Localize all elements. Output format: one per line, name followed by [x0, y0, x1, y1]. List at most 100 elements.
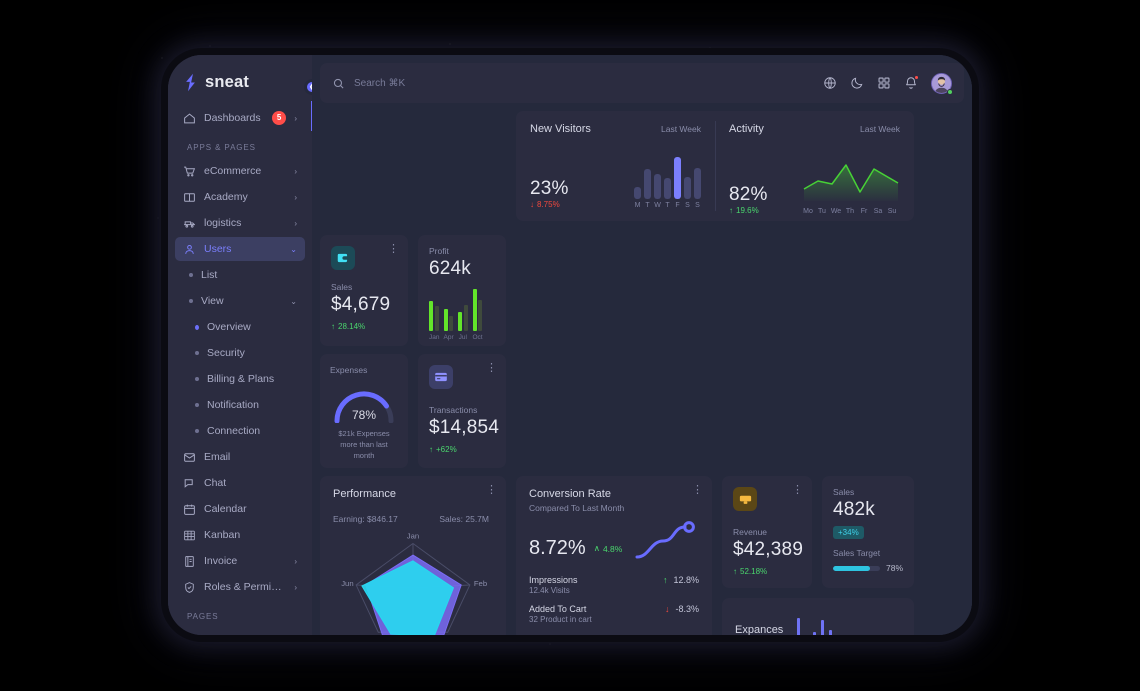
metric-trend: ↑ 28.14% [331, 322, 397, 331]
bullet-icon [195, 377, 199, 381]
expenses-radial-gauge: 78% [330, 383, 398, 423]
chevron-right-icon: › [294, 113, 297, 123]
card-title: Conversion Rate [529, 488, 611, 500]
sidebar-item-logistics[interactable]: logistics › [175, 211, 305, 235]
divider [715, 121, 716, 211]
sidebar-item-users[interactable]: Users ⌄ [175, 237, 305, 261]
megaphone-icon [733, 487, 757, 511]
main-area: Search ⌘K [312, 55, 972, 635]
more-options-icon[interactable]: ⋮ [692, 484, 703, 496]
bell-icon[interactable] [904, 75, 919, 90]
metric-trend: ∧ 4.8% [594, 543, 623, 554]
sidebar-subitem-overview[interactable]: Overview [175, 315, 305, 339]
card-title: New Visitors [530, 123, 591, 135]
sidebar-subitem-view[interactable]: View ⌄ [175, 289, 305, 313]
metric-value: $4,679 [331, 294, 391, 315]
row-label: Added To Cart [529, 604, 587, 614]
chevron-left-icon: ❮ [309, 83, 312, 91]
sidebar-subitem-label: Billing & Plans [207, 373, 275, 385]
more-options-icon[interactable]: ⋮ [388, 243, 399, 255]
revenue-card: ⋮ Revenue $42,389 ↑ 52.18% [722, 476, 812, 588]
trend-value: 28.14% [338, 322, 366, 331]
sidebar-section-pages: PAGES [187, 612, 219, 621]
activity-panel: Activity Last Week 82% ↑ 19.6% [715, 111, 914, 221]
apps-grid-icon[interactable] [877, 76, 891, 90]
more-options-icon[interactable]: ⋮ [792, 484, 803, 496]
x-tick: Th [845, 208, 855, 215]
metric-value: 624k [429, 258, 472, 279]
expenses-note-line1: $21k Expenses [338, 429, 390, 438]
conversion-row-impressions: Impressions 12.4k Visits ↑ 12.8% [529, 575, 699, 595]
moon-icon[interactable] [850, 76, 864, 90]
sales-target-card: Sales 482k +34% Sales Target 78% [822, 476, 914, 588]
chevron-right-icon: › [294, 166, 297, 176]
more-options-icon[interactable]: ⋮ [486, 362, 497, 374]
card-label: Sales [331, 282, 353, 292]
sidebar-item-invoice[interactable]: Invoice › [175, 549, 305, 573]
sidebar-item-label: Calendar [204, 503, 247, 515]
sidebar-subitem-list[interactable]: List [175, 263, 305, 287]
calendar-icon [183, 503, 196, 516]
sidebar-item-chat[interactable]: Chat [175, 471, 305, 495]
expances-card: Expances [722, 598, 914, 635]
metric-value: 82% [729, 184, 768, 205]
sidebar-item-kanban[interactable]: Kanban [175, 523, 305, 547]
home-icon [183, 112, 196, 125]
card-label: Profit [429, 246, 449, 256]
sidebar-collapse-button[interactable]: ❮ [304, 79, 312, 95]
sidebar-subitem-connection[interactable]: Connection [175, 419, 305, 443]
brand-logo[interactable]: sneat [168, 55, 312, 98]
sales-card: ⋮ Sales $4,679 ↑ 28.14% [320, 235, 408, 346]
sidebar-subitem-label: View [201, 295, 224, 307]
new-visitors-panel: New Visitors Last Week 23% ↓ 8.75% [516, 111, 715, 221]
sidebar-item-label: Invoice [204, 555, 238, 567]
x-tick: Mo [803, 208, 813, 215]
x-tick: S [695, 202, 700, 209]
arrow-up-icon: ↑ [429, 445, 433, 454]
profit-card: Profit 624k Jan Apr [418, 235, 506, 346]
metric-value: $14,854 [429, 417, 500, 438]
metric-value: 8.72% [529, 537, 586, 559]
metric-trend: ↑ 19.6% [729, 206, 768, 215]
sidebar-item-label: eCommerce [204, 165, 262, 177]
sidebar-subitem-label: Overview [207, 321, 251, 333]
envelope-icon [183, 451, 196, 464]
sneat-logo-icon [186, 73, 195, 92]
user-avatar-image [931, 72, 952, 94]
sidebar-item-label: Academy [204, 191, 248, 203]
search-input[interactable]: Search ⌘K [354, 77, 406, 89]
sidebar-item-roles-permissions[interactable]: Roles & Permiss... › [175, 575, 305, 599]
search-icon[interactable] [332, 77, 345, 90]
expenses-card: Expenses 78% $21k Expenses more than las… [320, 354, 408, 468]
wallet-icon [331, 246, 355, 270]
sidebar-item-dashboards[interactable]: Dashboards 5 › [175, 106, 305, 130]
sidebar-item-ecommerce[interactable]: eCommerce › [175, 159, 305, 183]
more-options-icon[interactable]: ⋮ [486, 484, 497, 496]
x-tick: Jul [458, 334, 467, 341]
sidebar-item-pages[interactable]: Pages › [175, 628, 305, 635]
sidebar-item-email[interactable]: Email [175, 445, 305, 469]
sidebar-item-label: logistics [204, 217, 242, 229]
conversion-rate-card: ⋮ Conversion Rate Compared To Last Month… [516, 476, 712, 635]
sidebar-item-academy[interactable]: Academy › [175, 185, 305, 209]
period-label: Last Week [660, 124, 701, 134]
visitors-activity-card: New Visitors Last Week 23% ↓ 8.75% [516, 111, 914, 221]
avatar[interactable] [931, 72, 953, 95]
pages-icon [183, 634, 196, 636]
globe-icon[interactable] [823, 76, 837, 90]
x-tick: M [634, 202, 641, 209]
sidebar-subitem-security[interactable]: Security [175, 341, 305, 365]
metric-trend: ↑ +62% [429, 445, 495, 454]
x-tick: S [685, 202, 690, 209]
sidebar-subitem-notification[interactable]: Notification [175, 393, 305, 417]
svg-text:Feb: Feb [474, 579, 487, 588]
sidebar-subitem-billing-plans[interactable]: Billing & Plans [175, 367, 305, 391]
metric-value: 23% [530, 178, 569, 199]
expenses-note-line2: more than last month [340, 439, 388, 460]
target-label: Sales Target [833, 548, 881, 558]
period-label: Last Week [859, 124, 900, 134]
sidebar-item-calendar[interactable]: Calendar [175, 497, 305, 521]
bullet-icon [195, 403, 199, 407]
sidebar-item-label: Email [204, 451, 231, 463]
